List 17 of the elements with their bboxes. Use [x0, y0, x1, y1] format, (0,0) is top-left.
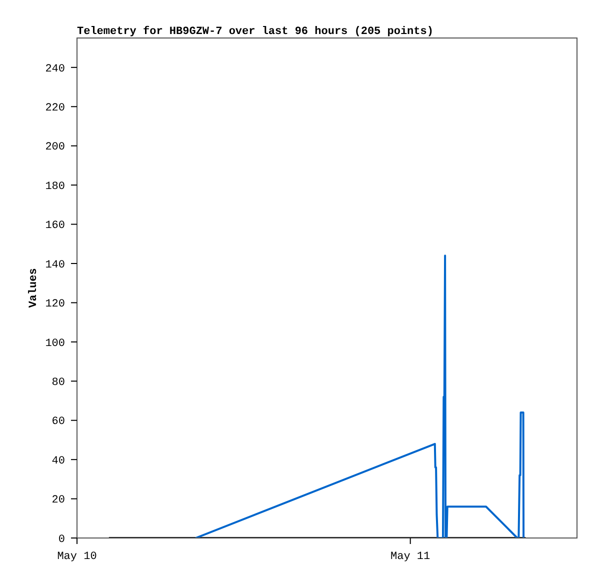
y-tick-label: 140 — [45, 259, 65, 272]
y-tick-label: 80 — [52, 376, 65, 389]
y-tick-label: 60 — [52, 416, 65, 428]
y-tick-label: 120 — [45, 298, 65, 311]
y-tick-label: 200 — [45, 142, 65, 154]
y-tick-label: 240 — [45, 63, 65, 76]
x-tick-label: May 10 — [57, 551, 97, 563]
y-tick-label: 180 — [45, 180, 65, 193]
y-tick-label: 100 — [45, 338, 65, 350]
chart-title: Telemetry for HB9GZW-7 over last 96 hours (205 points) — [77, 25, 434, 38]
y-tick-label: 0 — [58, 534, 65, 546]
y-tick-label: 220 — [45, 102, 65, 114]
y-tick-label: 160 — [45, 220, 65, 232]
y-axis-title: Values — [28, 268, 40, 308]
x-tick-label: May 11 — [390, 551, 431, 563]
y-tick-label: 20 — [52, 494, 65, 507]
y-tick-label: 40 — [52, 455, 65, 468]
